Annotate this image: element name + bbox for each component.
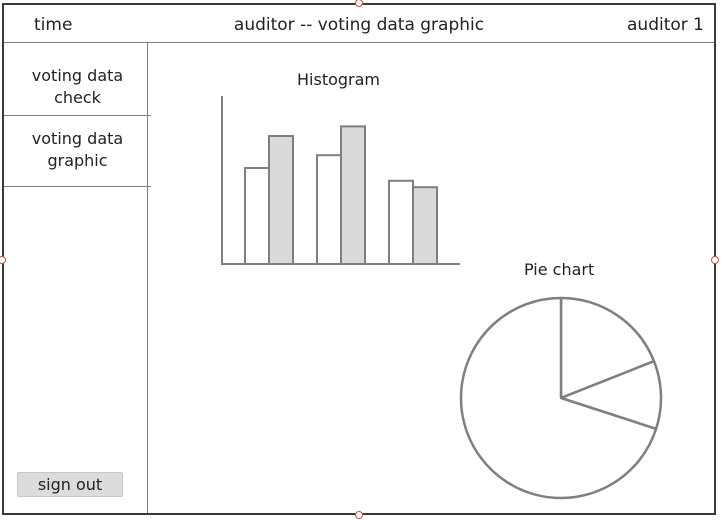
sign-out-button[interactable]: sign out bbox=[17, 472, 123, 497]
histogram-bar bbox=[388, 179, 414, 265]
resize-handle-top[interactable] bbox=[355, 0, 363, 7]
histogram-bar bbox=[340, 125, 366, 266]
histogram bbox=[221, 96, 460, 266]
resize-handle-bottom[interactable] bbox=[355, 511, 363, 519]
sidebar-item-voting-data-graphic[interactable]: voting data graphic bbox=[4, 116, 151, 187]
pie-slice bbox=[559, 296, 656, 400]
histogram-bar bbox=[316, 154, 342, 265]
sidebar-item-voting-data-check[interactable]: voting data check bbox=[4, 43, 151, 116]
pie-chart bbox=[459, 296, 663, 500]
histogram-bar bbox=[268, 135, 294, 265]
user-label: auditor 1 bbox=[627, 15, 704, 35]
sidebar-item-label-line2: check bbox=[54, 88, 101, 107]
sidebar-item-label-line1: voting data bbox=[31, 66, 124, 85]
sidebar-item-label-line2: graphic bbox=[47, 151, 108, 170]
resize-handle-right[interactable] bbox=[711, 256, 719, 264]
pie-chart-title: Pie chart bbox=[524, 260, 595, 279]
histogram-bar bbox=[244, 167, 270, 265]
header-bar: time auditor -- voting data graphic audi… bbox=[4, 5, 714, 43]
histogram-bar bbox=[412, 186, 438, 265]
resize-handle-left[interactable] bbox=[0, 256, 6, 264]
histogram-title: Histogram bbox=[297, 70, 380, 89]
pie-slice bbox=[559, 359, 663, 431]
time-label: time bbox=[34, 15, 73, 35]
page-title: auditor -- voting data graphic bbox=[233, 15, 485, 35]
pie-slice bbox=[459, 296, 658, 500]
sidebar: voting data check voting data graphic si… bbox=[4, 43, 151, 513]
sidebar-item-label-line1: voting data bbox=[31, 129, 124, 148]
